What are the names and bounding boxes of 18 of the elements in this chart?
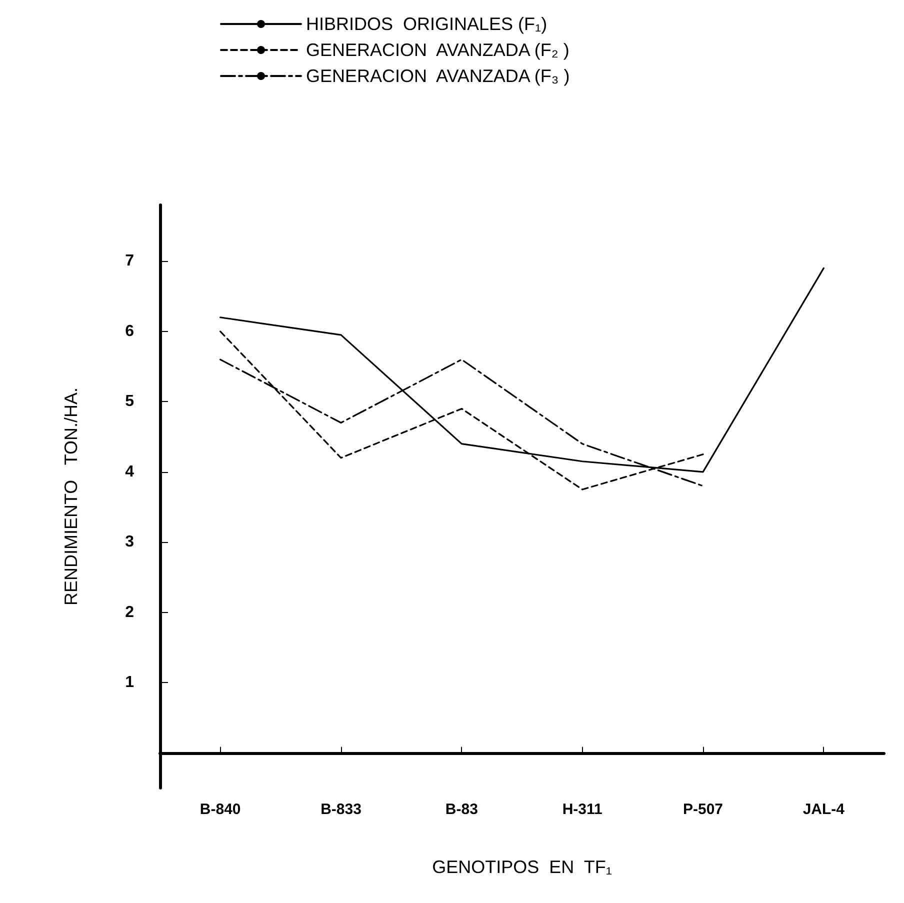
y-tick-label: 2 [125, 604, 134, 621]
y-axis-title: RENDIMIENTO TON./HA. [61, 387, 81, 606]
y-tick-label: 1 [125, 674, 134, 692]
y-tick-label: 5 [125, 393, 134, 410]
x-axis-title: GENOTIPOS EN TF₁ [432, 857, 612, 877]
x-tick-label: P-507 [682, 801, 724, 818]
x-tick-label: H-311 [562, 801, 602, 818]
x-tick-label: JAL-4 [802, 801, 846, 818]
y-tick-label: 6 [125, 322, 134, 340]
x-tick-label: B-83 [445, 801, 478, 818]
legend-label: HIBRIDOS ORIGINALES (F₁) [306, 14, 548, 34]
y-tick-label: 3 [125, 534, 134, 551]
legend-label: GENERACION AVANZADA (F₃ ) [306, 66, 570, 86]
x-tick-label: B-840 [200, 801, 241, 818]
legend-label: GENERACION AVANZADA (F₂ ) [306, 40, 570, 60]
y-tick-label: 4 [125, 463, 134, 480]
y-tick-label: 7 [125, 252, 134, 270]
x-tick-label: B-833 [320, 801, 362, 818]
